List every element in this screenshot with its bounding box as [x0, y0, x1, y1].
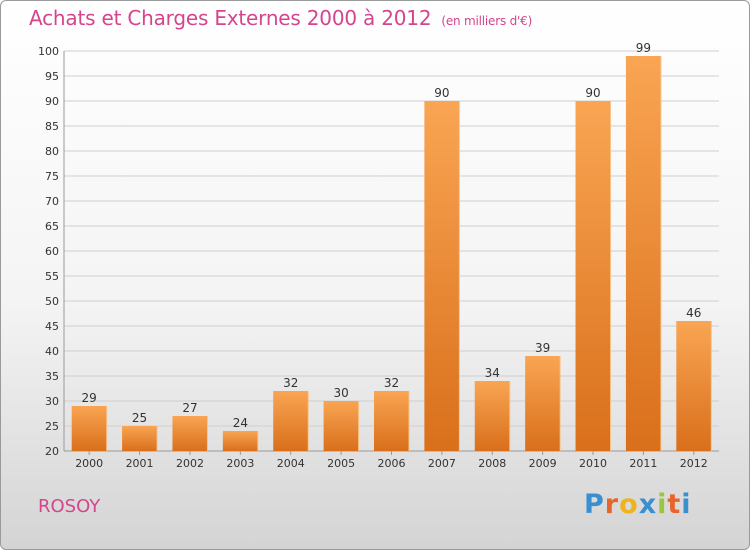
y-tick-label: 80	[45, 145, 59, 158]
y-tick-label: 30	[45, 395, 59, 408]
data-label: 90	[585, 86, 600, 100]
x-tick-label: 2011	[629, 457, 657, 470]
logo-letter: P	[584, 489, 605, 520]
x-tick-label: 2004	[277, 457, 305, 470]
bars	[71, 56, 712, 451]
logo-letter: r	[604, 489, 620, 520]
data-label: 32	[283, 376, 298, 390]
x-tick-label: 2007	[428, 457, 456, 470]
y-tick-label: 20	[45, 445, 59, 458]
data-label: 27	[182, 401, 197, 415]
chart-subtitle: (en milliers d'€)	[441, 14, 533, 28]
logo-letter: x	[638, 489, 658, 520]
y-tick-label: 85	[45, 120, 59, 133]
bar	[71, 406, 107, 451]
logo-letter: i	[657, 489, 668, 520]
x-tick-label: 2001	[126, 457, 154, 470]
y-tick-label: 100	[38, 45, 59, 58]
bar	[625, 56, 661, 451]
data-label: 99	[636, 41, 651, 55]
x-tick-label: 2002	[176, 457, 204, 470]
x-tick-label: 2010	[579, 457, 607, 470]
bar	[676, 321, 712, 451]
logo-letter: i	[681, 489, 692, 520]
data-label: 34	[485, 366, 500, 380]
data-label: 30	[333, 386, 348, 400]
data-label: 32	[384, 376, 399, 390]
data-label: 39	[535, 341, 550, 355]
bar	[575, 101, 611, 451]
bar	[122, 426, 158, 451]
chart-title: Achats et Charges Externes 2000 à 2012 (e…	[29, 6, 532, 30]
x-tick-label: 2008	[478, 457, 506, 470]
y-tick-label: 55	[45, 270, 59, 283]
bar	[323, 401, 359, 451]
y-tick-label: 70	[45, 195, 59, 208]
y-tick-label: 65	[45, 220, 59, 233]
labels: 20 25 30 35 40 45 50 55 60 65 70 75 80 85 90 95 100 29 200…	[38, 41, 708, 470]
bar	[424, 101, 460, 451]
chart-title-text: Achats et Charges Externes 2000 à 2012	[29, 6, 432, 30]
bar	[525, 356, 561, 451]
x-tick-label: 2000	[75, 457, 103, 470]
proxiti-logo: Proxiti	[584, 489, 692, 520]
bar	[474, 381, 510, 451]
x-tick-label: 2009	[529, 457, 557, 470]
logo-letter: t	[667, 489, 682, 520]
y-tick-label: 45	[45, 320, 59, 333]
y-tick-label: 60	[45, 245, 59, 258]
commune-name: ROSOY	[38, 496, 101, 517]
data-label: 29	[82, 391, 97, 405]
y-tick-label: 90	[45, 95, 59, 108]
y-tick-label: 40	[45, 345, 59, 358]
bar	[374, 391, 409, 451]
data-label: 24	[233, 416, 248, 430]
y-tick-label: 50	[45, 295, 59, 308]
y-tick-label: 95	[45, 70, 59, 83]
x-tick-label: 2012	[680, 457, 708, 470]
bar	[273, 391, 309, 451]
y-tick-label: 75	[45, 170, 59, 183]
bar	[172, 416, 208, 451]
data-label: 46	[686, 306, 701, 320]
y-tick-label: 25	[45, 420, 59, 433]
x-tick-label: 2006	[378, 457, 406, 470]
bar	[222, 431, 258, 451]
x-tick-label: 2003	[226, 457, 254, 470]
x-tick-label: 2005	[327, 457, 355, 470]
y-tick-label: 35	[45, 370, 59, 383]
data-label: 25	[132, 411, 147, 425]
data-label: 90	[434, 86, 449, 100]
logo-letter: o	[619, 489, 639, 520]
